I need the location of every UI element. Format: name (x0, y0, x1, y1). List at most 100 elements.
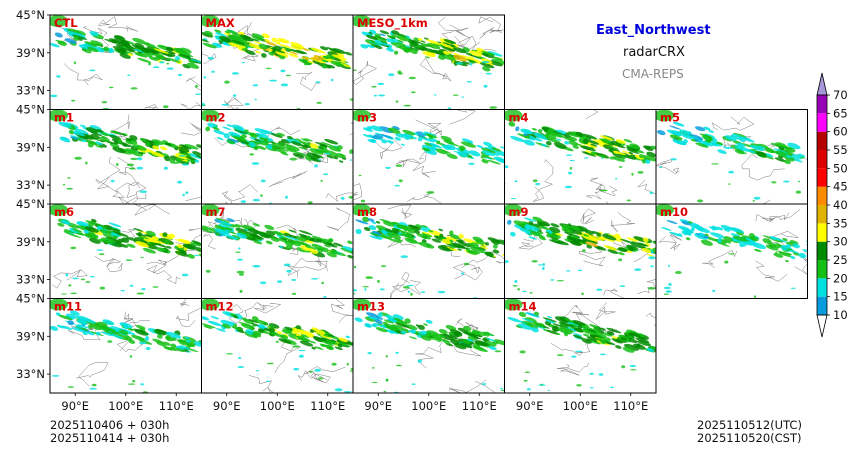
echo-cell (768, 242, 776, 248)
echo-cell (410, 91, 416, 94)
echo-cell (663, 293, 669, 295)
echo-cell (326, 47, 334, 51)
border-line (452, 263, 483, 281)
echo-cell (203, 76, 207, 79)
echo-cell (237, 258, 243, 261)
echo-cell (387, 238, 402, 244)
echo-cell (263, 331, 271, 335)
panel-map-content (353, 204, 505, 299)
border-line (221, 184, 258, 204)
colorbar-swatch (817, 113, 827, 132)
echo-cell (75, 324, 84, 329)
echo-cell (238, 321, 254, 328)
echo-cell (154, 141, 160, 147)
echo-cell (210, 316, 220, 320)
echo-cell (228, 131, 241, 138)
echo-cell (368, 225, 377, 231)
echo-cell (166, 67, 174, 70)
valid-time-cst: 2025110520(CST) (697, 431, 802, 445)
echo-cell (717, 149, 727, 154)
echo-cell (668, 264, 670, 268)
echo-cell (395, 100, 399, 103)
echo-cell (623, 139, 633, 143)
echo-cell (132, 144, 147, 151)
border-line (645, 312, 656, 336)
echo-cell (742, 137, 755, 143)
echo-cell (514, 180, 518, 182)
echo-cell (127, 74, 131, 76)
echo-cell (285, 244, 293, 250)
border-line (75, 361, 109, 387)
echo-cell (380, 42, 389, 46)
echo-cell (685, 230, 692, 236)
border-line (286, 255, 328, 278)
echo-cell (377, 82, 385, 86)
echo-cell (288, 234, 297, 239)
echo-cell (371, 85, 377, 88)
border-line (297, 370, 331, 384)
echo-cell (317, 247, 324, 253)
echo-cell (461, 242, 472, 248)
echo-cell (552, 130, 565, 136)
echo-cell (72, 228, 83, 233)
echo-cell (629, 143, 640, 150)
echo-cell (270, 47, 286, 54)
echo-cell (405, 324, 418, 331)
echo-cell (334, 388, 343, 392)
echo-cell (400, 255, 409, 258)
echo-cell (591, 230, 602, 236)
echo-cell (76, 225, 90, 231)
echo-cell (280, 69, 286, 73)
lat-tick-label: 39°N (16, 140, 45, 154)
echo-cell (303, 138, 313, 142)
echo-cell (787, 142, 801, 150)
echo-cell (576, 384, 582, 387)
echo-cell (515, 324, 523, 329)
echo-cell (553, 325, 559, 330)
echo-cell (650, 265, 654, 268)
echo-cell (76, 320, 88, 325)
echo-cell (348, 195, 353, 199)
echo-cell (732, 238, 742, 243)
echo-cell (283, 263, 291, 267)
echo-cell (240, 200, 247, 204)
echo-cell (285, 195, 288, 199)
echo-cell (244, 129, 249, 133)
echo-cell (720, 224, 733, 231)
echo-cell (134, 329, 149, 336)
echo-cell (468, 60, 475, 64)
echo-cell (564, 185, 573, 189)
echo-cell (587, 144, 598, 149)
echo-cell (139, 190, 148, 193)
echo-cell (724, 260, 729, 264)
echo-cell (65, 313, 78, 319)
echo-cell (386, 38, 395, 43)
echo-cell (557, 327, 573, 334)
echo-cell (103, 330, 115, 335)
echo-cell (116, 162, 119, 167)
colorbar-extend-over (816, 72, 828, 96)
echo-cell (298, 349, 306, 352)
echo-cell (276, 331, 283, 335)
echo-cell (251, 33, 265, 39)
echo-cell (634, 268, 642, 271)
echo-cell (260, 179, 266, 183)
echo-cell (321, 281, 325, 285)
echo-cell (185, 191, 189, 195)
echo-cell (194, 254, 200, 257)
echo-cell (407, 330, 414, 333)
echo-cell (276, 132, 286, 137)
echo-cell (72, 131, 86, 137)
echo-cell (311, 346, 316, 350)
echo-cell (564, 140, 570, 145)
echo-cell (790, 255, 796, 260)
echo-cell (177, 180, 183, 184)
echo-cell (394, 50, 399, 55)
echo-cell (556, 280, 565, 282)
echo-cell (613, 150, 626, 156)
echo-cell (413, 132, 420, 136)
echo-cell (184, 336, 190, 340)
echo-cell (619, 285, 626, 287)
echo-cell (547, 389, 550, 392)
echo-cell (313, 55, 324, 61)
